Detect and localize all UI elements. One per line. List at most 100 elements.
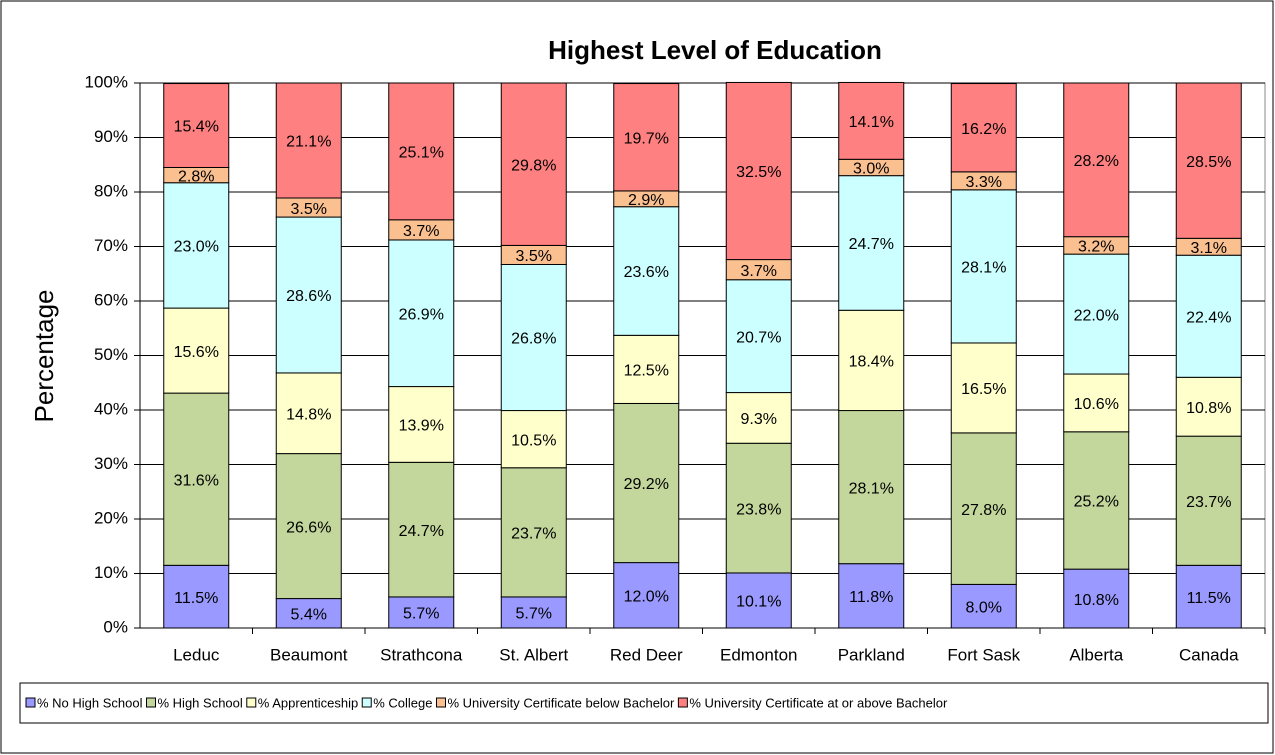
data-label: 2.9% (628, 192, 664, 209)
bar-segment (388, 596, 455, 629)
bar-segment (500, 263, 567, 412)
data-label: 8.0% (966, 599, 1002, 616)
bar-segment (388, 461, 455, 598)
bar-segment (950, 189, 1017, 344)
data-label: 28.1% (961, 260, 1006, 277)
data-label: 3.0% (853, 161, 889, 178)
bar-segment (500, 410, 567, 469)
bar-segment (275, 453, 342, 600)
bar-segment (275, 598, 342, 629)
y-tick-label: 0% (103, 617, 128, 636)
bar-segment (388, 82, 455, 221)
data-label: 10.1% (736, 594, 781, 611)
data-label: 26.9% (399, 306, 444, 323)
data-label: 23.6% (624, 264, 669, 281)
legend-label: % University Certificate at or above Bac… (689, 695, 948, 710)
data-label: 3.2% (1078, 239, 1114, 256)
y-tick-label: 20% (94, 508, 128, 527)
data-label: 10.8% (1186, 400, 1231, 417)
data-label: 3.5% (516, 248, 552, 265)
legend-swatch (246, 697, 257, 708)
y-tick-label: 60% (94, 290, 128, 309)
y-tick-label: 50% (94, 345, 128, 364)
data-label: 15.4% (174, 119, 219, 136)
data-label: 28.6% (286, 288, 331, 305)
data-label: 22.4% (1186, 309, 1231, 326)
bar-segment (1063, 373, 1130, 433)
y-tick-label: 90% (94, 127, 128, 146)
legend-swatch (677, 697, 688, 708)
bar-segment (725, 572, 792, 629)
data-label: 28.5% (1186, 154, 1231, 171)
bar-segment (275, 372, 342, 455)
bar-segment (388, 239, 455, 388)
legend-swatch (361, 697, 372, 708)
data-label: 5.7% (516, 606, 552, 623)
data-label: 3.1% (1191, 240, 1227, 257)
bar-segment (1175, 376, 1242, 437)
data-label: 5.7% (403, 606, 439, 623)
data-label: 16.5% (961, 381, 1006, 398)
data-label: 23.7% (511, 526, 556, 543)
bar-segment (1063, 568, 1130, 629)
x-tick-label: Fort Sask (947, 645, 1020, 664)
data-label: 23.8% (736, 501, 781, 518)
data-label: 3.3% (966, 174, 1002, 191)
bar-segment (1063, 431, 1130, 570)
bar-segment (1175, 82, 1242, 239)
data-label: 20.7% (736, 329, 781, 346)
bar-segment (275, 216, 342, 374)
data-label: 11.5% (1187, 590, 1231, 607)
data-label: 26.8% (511, 331, 556, 348)
data-label: 16.2% (961, 121, 1006, 138)
bar-segment (838, 81, 905, 160)
bar-segment (1063, 253, 1130, 375)
bar-segment (500, 596, 567, 629)
data-label: 31.6% (174, 472, 219, 489)
data-label: 13.9% (399, 418, 444, 435)
data-label: 9.3% (741, 411, 777, 428)
data-label: 25.1% (399, 145, 444, 162)
data-label: 28.2% (1074, 153, 1119, 170)
y-tick-label: 40% (94, 399, 128, 418)
chart-title: Highest Level of Education (548, 35, 882, 65)
data-label: 24.7% (849, 236, 894, 253)
data-label: 12.5% (624, 363, 669, 380)
bar-segment (838, 309, 905, 412)
bar-segment (725, 81, 792, 261)
legend-label: % Apprenticeship (258, 695, 358, 710)
bar-segment (1175, 254, 1242, 378)
x-tick-label: Beaumont (270, 645, 348, 664)
bar-segment (163, 83, 230, 168)
x-tick-label: Edmonton (720, 645, 798, 664)
data-label: 29.8% (511, 157, 556, 174)
data-label: 25.2% (1074, 494, 1119, 511)
data-label: 15.6% (174, 344, 219, 361)
data-label: 29.2% (624, 476, 669, 493)
data-label: 10.6% (1074, 396, 1119, 413)
bar-segment (388, 386, 455, 463)
x-tick-label: St. Albert (499, 645, 568, 664)
data-label: 14.1% (849, 114, 894, 131)
y-tick-label: 10% (94, 563, 128, 582)
legend-label: % No High School (37, 695, 143, 710)
bar-segment (838, 410, 905, 565)
data-label: 23.0% (174, 239, 219, 256)
bar-segment (950, 583, 1017, 629)
bar-segment (500, 82, 567, 246)
bar-segment (613, 334, 680, 404)
x-tick-label: Red Deer (610, 645, 683, 664)
data-label: 27.8% (961, 502, 1006, 519)
bar-segment (1175, 435, 1242, 566)
bar-segment (725, 279, 792, 394)
bar-segment (613, 83, 680, 192)
legend-swatch (25, 697, 36, 708)
bar-segment (163, 392, 230, 566)
legend-box (19, 682, 1269, 724)
bar-segment (725, 392, 792, 444)
legend-swatch (436, 697, 446, 708)
data-label: 18.4% (849, 354, 894, 371)
data-label: 23.7% (1186, 494, 1231, 511)
y-tick-label: 80% (94, 181, 128, 200)
